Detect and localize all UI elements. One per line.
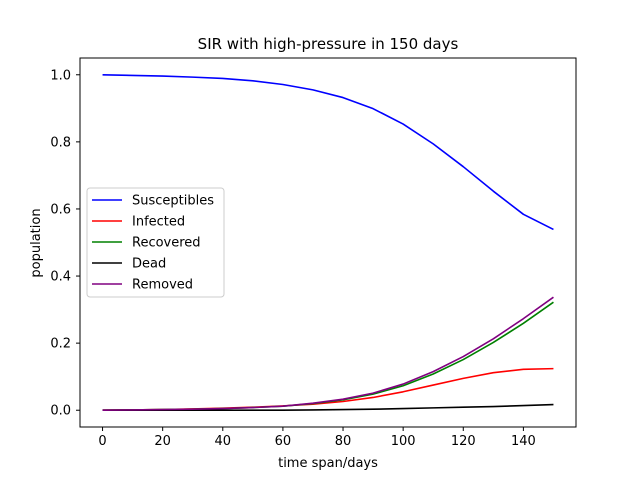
x-tick-label: 80 bbox=[335, 434, 352, 449]
legend-box bbox=[86, 187, 225, 298]
axes-frame bbox=[79, 57, 577, 428]
x-tick-label: 20 bbox=[154, 434, 171, 449]
x-axis: 0 20 40 60 80 100 120 140 bbox=[98, 427, 536, 449]
legend-label-infected: Infected bbox=[132, 215, 185, 230]
x-axis-label: time span/days bbox=[278, 456, 378, 471]
legend-label-susceptibles: Susceptibles bbox=[132, 194, 214, 209]
x-tick-label: 140 bbox=[511, 434, 536, 449]
y-tick-label: 0.0 bbox=[50, 404, 71, 419]
x-tick-label: 120 bbox=[451, 434, 476, 449]
legend: Susceptibles Infected Recovered Dead Removed bbox=[86, 187, 225, 298]
y-tick-label: 0.6 bbox=[50, 202, 71, 217]
y-tick-label: 0.8 bbox=[50, 135, 71, 150]
x-tick-label: 40 bbox=[215, 434, 232, 449]
chart-title: SIR with high-pressure in 150 days bbox=[198, 35, 459, 53]
x-tick-label: 0 bbox=[98, 434, 106, 449]
legend-label-recovered: Recovered bbox=[132, 236, 201, 251]
series-line-susceptibles bbox=[102, 73, 554, 231]
y-tick-label: 0.4 bbox=[50, 270, 71, 285]
legend-label-dead: Dead bbox=[132, 257, 166, 272]
y-tick-label: 1.0 bbox=[50, 68, 71, 83]
legend-label-removed: Removed bbox=[132, 278, 193, 293]
series-line-dead bbox=[102, 403, 554, 412]
plot-area bbox=[102, 73, 554, 412]
x-tick-label: 100 bbox=[391, 434, 416, 449]
series-line-removed bbox=[102, 296, 554, 412]
y-tick-label: 0.2 bbox=[50, 337, 71, 352]
y-axis: 0.0 0.2 0.4 0.6 0.8 1.0 bbox=[50, 68, 80, 419]
y-axis-label: population bbox=[29, 208, 44, 277]
x-tick-label: 60 bbox=[275, 434, 292, 449]
